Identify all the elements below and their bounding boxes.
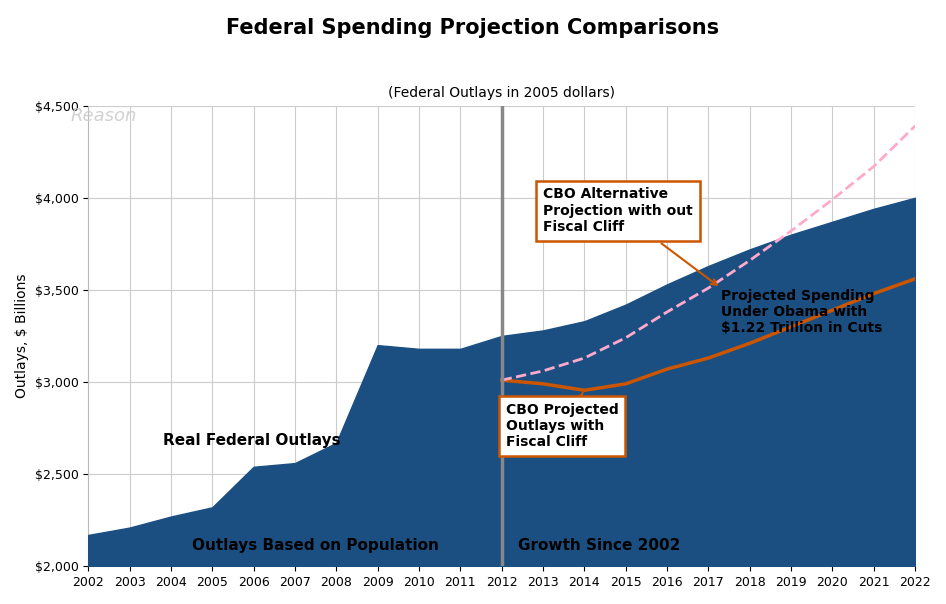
Text: Projected Spending
Under Obama with
$1.22 Trillion in Cuts: Projected Spending Under Obama with $1.2… (721, 289, 883, 335)
Text: Federal Spending Projection Comparisons: Federal Spending Projection Comparisons (226, 18, 720, 38)
Text: Growth Since 2002: Growth Since 2002 (518, 538, 680, 553)
Text: CBO Projected
Outlays with
Fiscal Cliff: CBO Projected Outlays with Fiscal Cliff (506, 393, 619, 449)
Title: (Federal Outlays in 2005 dollars): (Federal Outlays in 2005 dollars) (388, 86, 615, 100)
Text: Outlays Based on Population: Outlays Based on Population (191, 538, 438, 553)
Text: CBO Alternative
Projection with out
Fiscal Cliff: CBO Alternative Projection with out Fisc… (543, 187, 717, 285)
Text: Reason: Reason (71, 107, 137, 125)
Text: Real Federal Outlays: Real Federal Outlays (163, 434, 341, 448)
Y-axis label: Outlays, $ Billions: Outlays, $ Billions (15, 274, 29, 398)
